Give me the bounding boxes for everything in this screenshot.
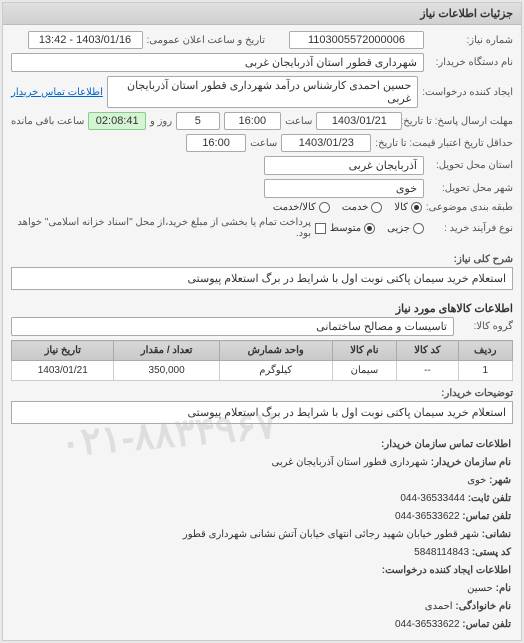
cell: 350,000 bbox=[114, 361, 219, 381]
radio-goods[interactable]: کالا bbox=[394, 202, 422, 213]
contact-section: اطلاعات تماس سازمان خریدار: نام سازمان خ… bbox=[3, 430, 521, 640]
deadline-time-label: ساعت bbox=[285, 116, 312, 127]
city-label: شهر: bbox=[489, 475, 511, 486]
days-value: 5 bbox=[176, 112, 219, 130]
requester-label: ایجاد کننده درخواست: bbox=[422, 87, 513, 98]
validity-label: حداقل تاریخ اعتبار قیمت: تا تاریخ: bbox=[375, 138, 513, 149]
radio-partial[interactable]: جزیی bbox=[387, 223, 424, 234]
announce-value: 1403/01/16 - 13:42 bbox=[28, 31, 143, 49]
buyer-notes-label: توضیحات خریدار: bbox=[441, 388, 513, 399]
city-value: خوی bbox=[467, 475, 486, 486]
buyer-org-label: نام دستگاه خریدار: bbox=[428, 57, 513, 68]
deadline-time: 16:00 bbox=[224, 112, 282, 130]
cell: سیمان bbox=[332, 361, 397, 381]
goods-section-title: اطلاعات کالاهای مورد نیاز bbox=[3, 296, 521, 317]
remaining-label: ساعت باقی مانده bbox=[11, 116, 84, 127]
radio-goods-label: کالا bbox=[394, 202, 408, 213]
creator-title: اطلاعات ایجاد کننده درخواست: bbox=[382, 565, 511, 576]
col-row: ردیف bbox=[458, 341, 512, 361]
family-label: نام خانوادگی: bbox=[455, 601, 511, 612]
family-value: احمدی bbox=[425, 601, 453, 612]
delivery-city: خوی bbox=[264, 179, 424, 198]
radio-icon bbox=[371, 202, 382, 213]
phone-label: تلفن ثابت: bbox=[468, 493, 511, 504]
days-label: روز و bbox=[150, 116, 172, 127]
radio-icon bbox=[411, 202, 422, 213]
phone-value: 36533444-044 bbox=[400, 493, 465, 504]
category-radio-group: کالا خدمت کالا/خدمت bbox=[273, 202, 422, 213]
contact-link[interactable]: اطلاعات تماس خریدار bbox=[11, 87, 103, 98]
radio-goods-service-label: کالا/خدمت bbox=[273, 202, 316, 213]
postal-value: 5848114843 bbox=[414, 547, 469, 558]
cell: -- bbox=[397, 361, 458, 381]
cell: 1 bbox=[458, 361, 512, 381]
radio-icon bbox=[319, 202, 330, 213]
cell: 1403/01/21 bbox=[12, 361, 114, 381]
panel-header: جزئیات اطلاعات نیاز bbox=[3, 3, 521, 25]
org-value: شهرداری قطور استان آذربایجان غربی bbox=[272, 457, 428, 468]
desc-text: استعلام خرید سیمان پاکتی نوبت اول با شرا… bbox=[11, 267, 513, 290]
treasury-checkbox[interactable] bbox=[315, 223, 326, 234]
org-label: نام سازمان خریدار: bbox=[431, 457, 511, 468]
countdown: 02:08:41 bbox=[88, 112, 146, 130]
radio-goods-service[interactable]: کالا/خدمت bbox=[273, 202, 330, 213]
col-code: کد کالا bbox=[397, 341, 458, 361]
purchase-type-group: جزیی متوسط bbox=[330, 223, 424, 234]
purchase-note: پرداخت تمام یا بخشی از مبلغ خرید،از محل … bbox=[11, 217, 311, 239]
cell: کیلوگرم bbox=[219, 361, 332, 381]
col-date: تاریخ نیاز bbox=[12, 341, 114, 361]
creator-phone-value: 36533622-044 bbox=[395, 619, 460, 630]
announce-label: تاریخ و ساعت اعلان عمومی: bbox=[147, 35, 266, 46]
postal-label: کد پستی: bbox=[472, 547, 511, 558]
radio-partial-label: جزیی bbox=[387, 223, 410, 234]
fax-value: 36533622-044 bbox=[395, 511, 460, 522]
desc-label: شرح کلی نیاز: bbox=[454, 254, 513, 265]
radio-service[interactable]: خدمت bbox=[342, 202, 383, 213]
col-unit: واحد شمارش bbox=[219, 341, 332, 361]
radio-service-label: خدمت bbox=[342, 202, 369, 213]
table-row: 1 -- سیمان کیلوگرم 350,000 1403/01/21 bbox=[12, 361, 513, 381]
radio-medium-label: متوسط bbox=[330, 223, 361, 234]
fax-label: تلفن تماس: bbox=[462, 511, 511, 522]
purchase-type-label: نوع فرآیند خرید : bbox=[428, 223, 513, 234]
col-name: نام کالا bbox=[332, 341, 397, 361]
delivery-city-label: شهر محل تحویل: bbox=[428, 183, 513, 194]
validity-date: 1403/01/23 bbox=[281, 134, 371, 152]
delivery-province-label: استان محل تحویل: bbox=[428, 160, 513, 171]
deadline-date: 1403/01/21 bbox=[316, 112, 402, 130]
buyer-notes: استعلام خرید سیمان پاکتی نوبت اول با شرا… bbox=[11, 401, 513, 424]
need-number-label: شماره نیاز: bbox=[428, 35, 513, 46]
group-label: گروه کالا: bbox=[458, 321, 513, 332]
contact-section-title: اطلاعات تماس سازمان خریدار: bbox=[381, 439, 511, 450]
category-label: طبقه بندی موضوعی: bbox=[426, 202, 513, 213]
need-number-value: 1103005572000006 bbox=[289, 31, 424, 49]
delivery-province: آذربایجان غربی bbox=[264, 156, 424, 175]
name-label: نام: bbox=[496, 583, 511, 594]
col-qty: تعداد / مقدار bbox=[114, 341, 219, 361]
address-value: شهر قطور خیابان شهید رجائی انتهای خیابان… bbox=[183, 529, 479, 540]
validity-time-label: ساعت bbox=[250, 138, 277, 149]
validity-time: 16:00 bbox=[186, 134, 246, 152]
creator-phone-label: تلفن تماس: bbox=[462, 619, 511, 630]
radio-icon bbox=[413, 223, 424, 234]
buyer-org-value: شهرداری قطور استان آذربایجان غربی bbox=[11, 53, 424, 72]
group-value: تاسیسات و مصالح ساختمانی bbox=[11, 317, 454, 336]
name-value: حسین bbox=[467, 583, 493, 594]
deadline-label: مهلت ارسال پاسخ: تا تاریخ: bbox=[406, 116, 513, 127]
radio-icon bbox=[364, 223, 375, 234]
requester-value: حسین احمدی کارشناس درآمد شهرداری قطور اس… bbox=[107, 76, 418, 108]
address-label: نشانی: bbox=[482, 529, 511, 540]
radio-medium[interactable]: متوسط bbox=[330, 223, 375, 234]
goods-table: ردیف کد کالا نام کالا واحد شمارش تعداد /… bbox=[11, 340, 513, 381]
